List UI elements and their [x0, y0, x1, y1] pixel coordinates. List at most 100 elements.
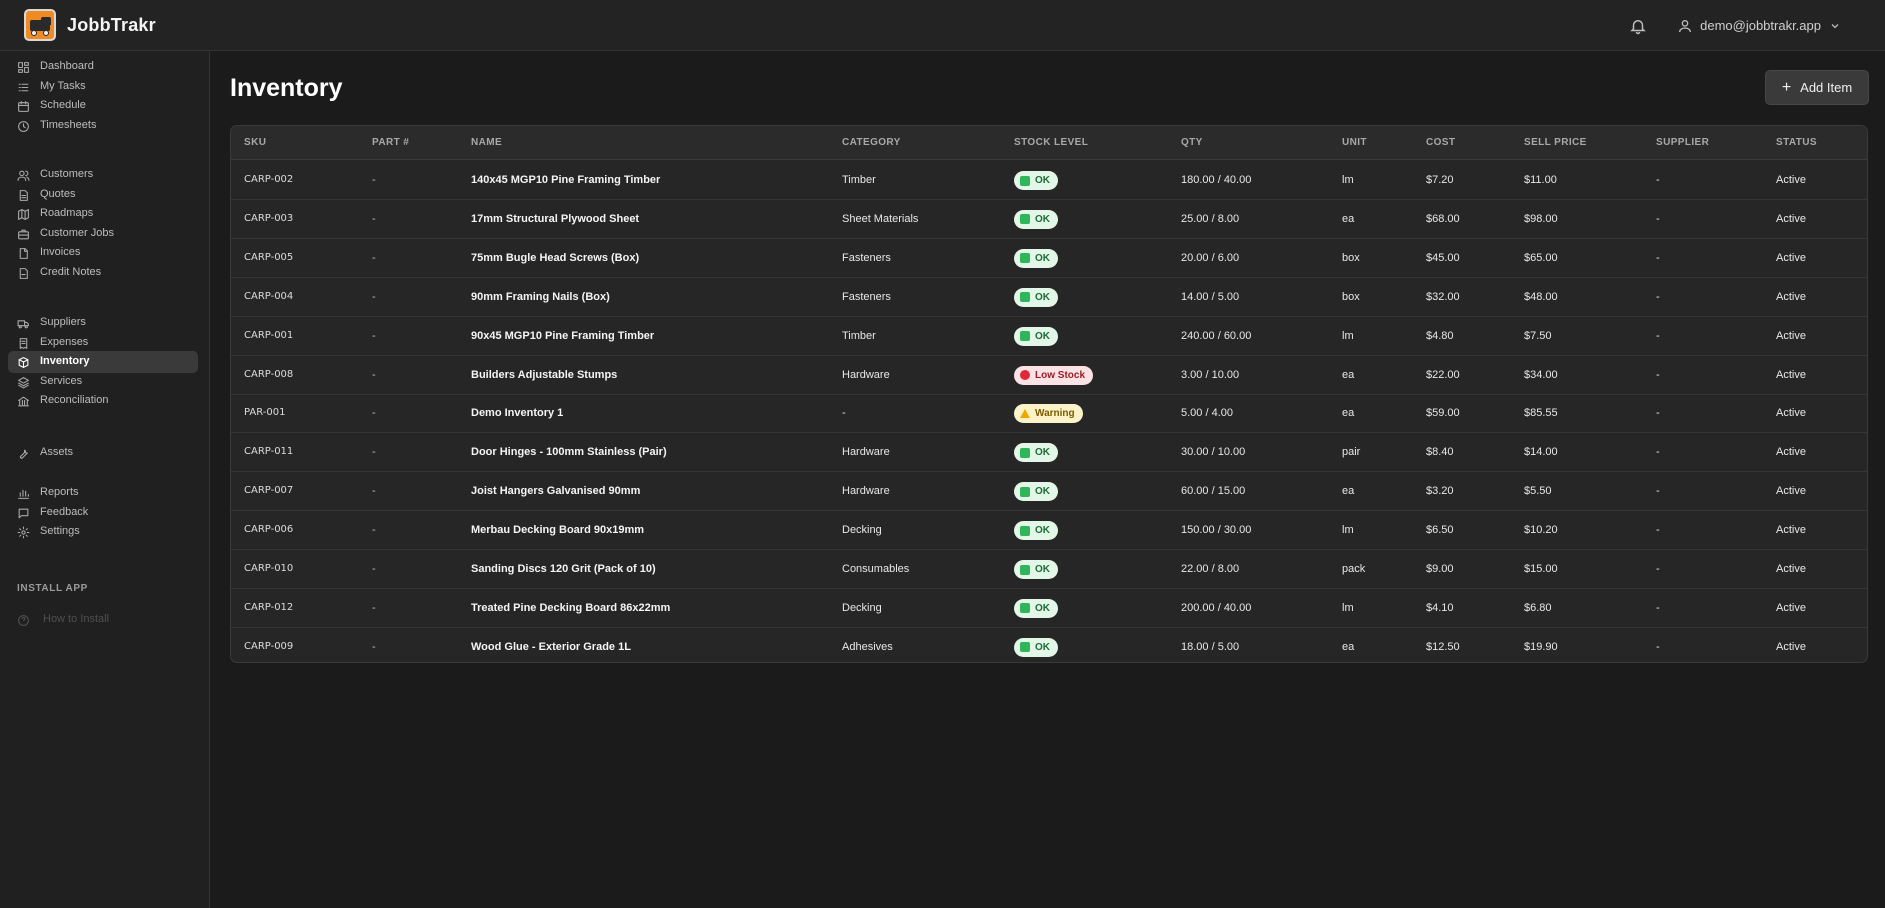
column-header-name[interactable]: NAME: [471, 137, 503, 148]
sell-price-cell: $85.55: [1524, 407, 1558, 420]
user-email[interactable]: demo@jobbtrakr.app: [1700, 18, 1821, 33]
column-header-qty[interactable]: QTY: [1181, 137, 1203, 148]
user-icon[interactable]: [1677, 18, 1693, 34]
category-cell: Adhesives: [842, 640, 893, 653]
logo-icon[interactable]: [24, 9, 56, 41]
sidebar-item-feedback[interactable]: Feedback: [8, 502, 198, 524]
check-square-icon: [1020, 642, 1030, 653]
table-row[interactable]: CARP-005 - 75mm Bugle Head Screws (Box) Fas…: [231, 239, 1867, 278]
sidebar-item-label: Quotes: [40, 187, 76, 200]
sidebar-item-label: Schedule: [40, 99, 86, 111]
table-row[interactable]: CARP-010 - Sanding Discs 120 Grit (Pack of…: [231, 550, 1867, 589]
bank-icon: [18, 396, 29, 407]
column-header-status[interactable]: STATUS: [1776, 137, 1817, 148]
column-header-supplier[interactable]: SUPPLIER: [1656, 137, 1710, 148]
unit-cell: box: [1342, 251, 1360, 264]
sell-price-cell: $10.20: [1524, 524, 1558, 537]
sidebar-item-timesheets[interactable]: Timesheets: [8, 115, 198, 137]
sku-cell: CARP-001: [244, 329, 294, 341]
check-square-icon: [1020, 175, 1030, 186]
table-row[interactable]: CARP-002 - 140x45 MGP10 Pine Framing Timbe…: [231, 161, 1867, 200]
sidebar-item-inventory[interactable]: Inventory: [8, 351, 198, 373]
sidebar-item-dashboard[interactable]: Dashboard: [8, 56, 198, 78]
column-header-sku[interactable]: SKU: [244, 137, 267, 148]
column-header-sell-price[interactable]: SELL PRICE: [1524, 137, 1587, 148]
sidebar-item-assets[interactable]: Assets: [8, 442, 198, 464]
table-row[interactable]: PAR-001 - Demo Inventory 1 - Warning 5.00 / 4…: [231, 394, 1867, 434]
qty-cell: 22.00 / 8.00: [1181, 563, 1240, 575]
column-header-stock-level[interactable]: STOCK LEVEL: [1014, 137, 1089, 148]
category-cell: Sheet Materials: [842, 212, 919, 225]
users-icon: [17, 170, 30, 181]
sidebar-item-schedule[interactable]: Schedule: [8, 95, 198, 117]
sku-cell: CARP-007: [244, 485, 294, 497]
bell-icon[interactable]: [1629, 17, 1647, 35]
table-row[interactable]: CARP-012 - Treated Pine Decking Board 86x2…: [231, 589, 1867, 628]
check-square-icon: [1020, 603, 1030, 614]
how-to-install-item[interactable]: How to Install: [8, 609, 198, 631]
part-number-cell: -: [372, 329, 376, 342]
table-row[interactable]: CARP-008 - Builders Adjustable Stumps Hardw…: [231, 356, 1867, 395]
sku-cell: CARP-005: [244, 251, 294, 263]
supplier-cell: -: [1656, 640, 1660, 653]
column-header-part[interactable]: PART #: [372, 137, 410, 148]
sidebar-item-customer-jobs[interactable]: Customer Jobs: [8, 223, 198, 245]
sidebar-item-my-tasks[interactable]: My Tasks: [8, 76, 198, 98]
qty-cell: 200.00 / 40.00: [1181, 601, 1252, 614]
stock-level-label: OK: [1035, 291, 1050, 303]
stock-level-badge: OK: [1014, 482, 1058, 502]
stock-level-label: OK: [1035, 175, 1050, 186]
stock-level-label: OK: [1035, 486, 1050, 498]
map-icon: [18, 209, 29, 220]
plus-icon: +: [1781, 78, 1792, 96]
stock-level-label: OK: [1035, 252, 1050, 264]
cost-cell: $8.40: [1426, 446, 1454, 459]
sku-cell: CARP-003: [244, 212, 294, 224]
sidebar-item-quotes[interactable]: Quotes: [8, 184, 198, 206]
sidebar-item-reconciliation[interactable]: Reconciliation: [8, 390, 198, 412]
table-row[interactable]: CARP-009 - Wood Glue - Exterior Grade 1L Ad…: [231, 628, 1867, 662]
cost-cell: $59.00: [1426, 407, 1460, 420]
supplier-cell: -: [1656, 446, 1660, 459]
name-cell: Demo Inventory 1: [471, 407, 564, 420]
unit-cell: ea: [1342, 407, 1355, 420]
chevron-down-icon[interactable]: [1829, 20, 1841, 32]
sidebar-item-roadmaps[interactable]: Roadmaps: [8, 203, 198, 225]
table-row[interactable]: CARP-003 - 17mm Structural Plywood Sheet Sh…: [231, 200, 1867, 239]
dashboard-icon: [18, 62, 29, 73]
add-item-button[interactable]: + Add Item: [1765, 70, 1869, 105]
table-row[interactable]: CARP-001 - 90x45 MGP10 Pine Framing Timber…: [231, 317, 1867, 356]
category-cell: Hardware: [842, 485, 890, 498]
cost-cell: $4.80: [1426, 329, 1454, 342]
cost-cell: $3.20: [1426, 485, 1454, 498]
table-row[interactable]: CARP-004 - 90mm Framing Nails (Box) Fastene…: [231, 278, 1867, 317]
column-header-unit[interactable]: UNIT: [1342, 137, 1367, 148]
sidebar-item-credit-notes[interactable]: Credit Notes: [8, 262, 198, 284]
sidebar-item-expenses[interactable]: Expenses: [8, 332, 198, 354]
sidebar-item-settings[interactable]: Settings: [8, 521, 198, 543]
sidebar-item-services[interactable]: Services: [8, 371, 198, 393]
name-cell: Builders Adjustable Stumps: [471, 368, 618, 381]
sell-price-cell: $7.50: [1524, 329, 1552, 342]
supplier-cell: -: [1656, 563, 1660, 575]
sidebar-item-suppliers[interactable]: Suppliers: [8, 312, 198, 334]
stock-level-badge: OK: [1014, 287, 1058, 307]
sidebar-item-invoices[interactable]: Invoices: [8, 242, 198, 264]
sidebar-item-label: Suppliers: [40, 316, 86, 328]
sell-price-cell: $34.00: [1524, 368, 1558, 381]
stock-level-label: Warning: [1035, 408, 1075, 420]
sidebar-item-reports[interactable]: Reports: [8, 482, 198, 504]
supplier-cell: -: [1656, 212, 1660, 225]
sell-price-cell: $11.00: [1524, 174, 1557, 186]
column-header-cost[interactable]: COST: [1426, 137, 1456, 148]
table-row[interactable]: CARP-011 - Door Hinges - 100mm Stainless (…: [231, 433, 1867, 473]
table-row[interactable]: CARP-007 - Joist Hangers Galvanised 90mm Ha…: [231, 472, 1867, 512]
column-header-category[interactable]: CATEGORY: [842, 137, 901, 148]
table-row[interactable]: CARP-006 - Merbau Decking Board 90x19mm Dec…: [231, 511, 1867, 551]
stock-level-badge: OK: [1014, 637, 1058, 657]
status-cell: Active: [1776, 601, 1806, 614]
category-cell: Timber: [842, 174, 876, 186]
cost-cell: $6.50: [1426, 524, 1454, 537]
sell-price-cell: $15.00: [1524, 563, 1558, 575]
sidebar-item-customers[interactable]: Customers: [8, 164, 198, 186]
